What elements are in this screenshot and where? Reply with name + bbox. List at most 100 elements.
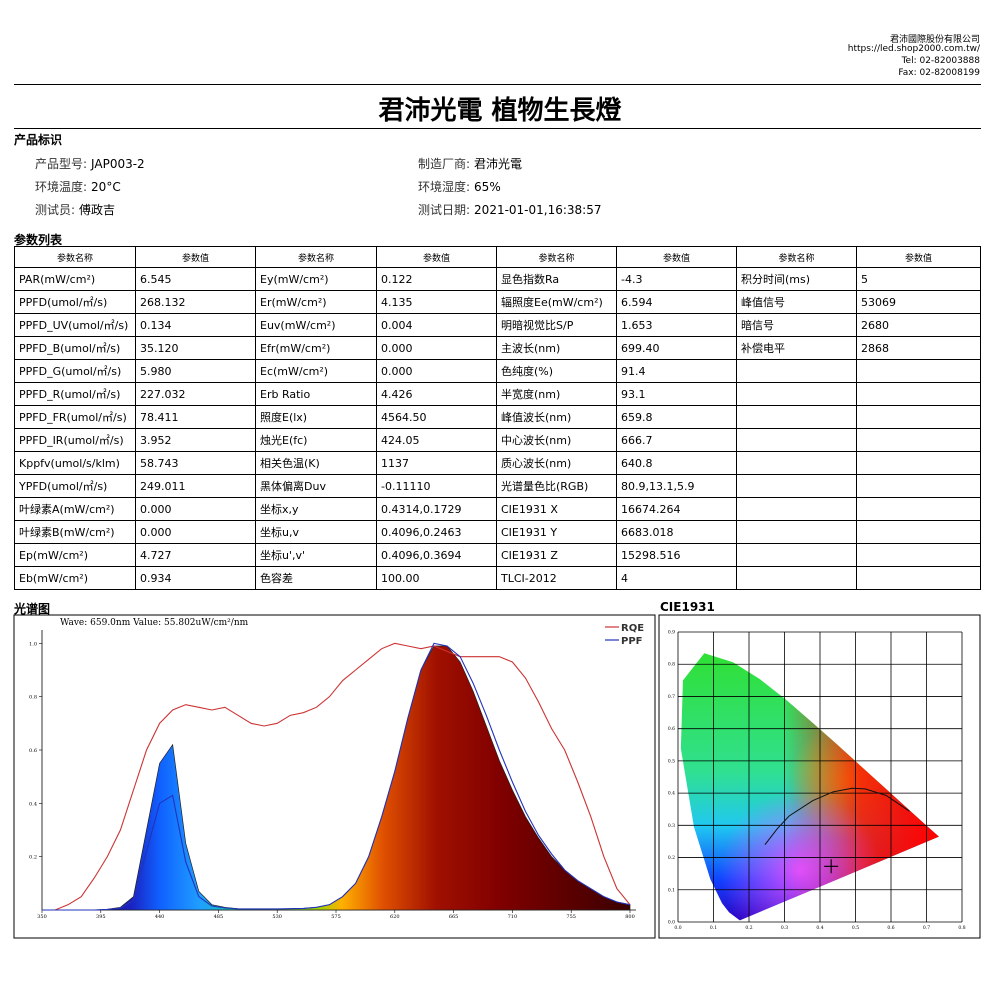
x-tick-label: 0.3 [781, 925, 788, 931]
cell: 15298.516 [616, 543, 737, 567]
row: Ep(mW/cm²) 4.727 坐标u',v' 0.4096,0.3694 CIE19… [14, 543, 981, 567]
cell: 补偿电平 [736, 336, 857, 360]
y-tick-label: 0.6 [29, 748, 37, 754]
cell: 659.8 [616, 405, 737, 429]
empty-cell [736, 474, 857, 498]
cell: -0.11110 [376, 474, 497, 498]
empty-cell [856, 497, 981, 521]
empty-cell [856, 474, 981, 498]
cell: Er(mW/cm²) [255, 290, 377, 314]
x-tick-label: 350 [37, 914, 47, 920]
cell: PPFD_UV(umol/㎡/s) [14, 313, 136, 337]
cell: 0.000 [135, 497, 256, 521]
cell: -4.3 [616, 267, 737, 291]
cell: 5.980 [135, 359, 256, 383]
cell: 249.011 [135, 474, 256, 498]
gamut [680, 653, 939, 921]
cell: 58.743 [135, 451, 256, 475]
cell: 烛光E(fc) [255, 428, 377, 452]
chart-title: 光谱图 [14, 602, 51, 616]
field-label: 环境温度: [35, 180, 88, 194]
y-tick-label: 0.8 [668, 662, 675, 668]
y-tick-label: 0.2 [668, 855, 675, 861]
empty-cell [856, 520, 981, 544]
cell: 峰值波长(nm) [496, 405, 617, 429]
cell: Kppfv(umol/s/klm) [14, 451, 136, 475]
y-tick-label: 0.5 [668, 758, 675, 764]
row: PPFD_R(umol/㎡/s) 227.032 Erb Ratio 4.426 半宽度… [14, 382, 981, 406]
cell: 640.8 [616, 451, 737, 475]
empty-cell [856, 428, 981, 452]
x-tick-label: 530 [272, 914, 282, 920]
cell: 黑体偏离Duv [255, 474, 377, 498]
cell: Eb(mW/cm²) [14, 566, 136, 590]
cell: 坐标u,v [255, 520, 377, 544]
cell: 16674.264 [616, 497, 737, 521]
x-tick-label: 710 [508, 914, 518, 920]
cell: 666.7 [616, 428, 737, 452]
empty-cell [856, 566, 981, 590]
cell: 0.000 [376, 336, 497, 360]
cell: 坐标x,y [255, 497, 377, 521]
field-label: 测试员: [35, 203, 76, 217]
cell: 268.132 [135, 290, 256, 314]
planckian-locus [764, 787, 910, 845]
cell: 0.4096,0.3694 [376, 543, 497, 567]
cell: 坐标u',v' [255, 543, 377, 567]
cell: 照度E(lx) [255, 405, 377, 429]
x-tick-label: 0.0 [674, 925, 681, 931]
row: PPFD_UV(umol/㎡/s) 0.134 Euv(mW/cm²) 0.004 明暗… [14, 313, 981, 337]
field-label: 测试日期: [418, 203, 471, 217]
cell: Ec(mW/cm²) [255, 359, 377, 383]
cell: 2680 [856, 313, 981, 337]
cell: 主波长(nm) [496, 336, 617, 360]
x-tick-label: 0.1 [710, 925, 717, 931]
cell: 峰值信号 [736, 290, 857, 314]
row: 叶绿素B(mW/cm²) 0.000 坐标u,v 0.4096,0.2463 CIE19… [14, 520, 981, 544]
y-tick-label: 0.2 [29, 855, 37, 861]
y-tick-label: 0.4 [29, 801, 37, 807]
y-tick-label: 0.4 [668, 791, 675, 797]
cell: 53069 [856, 290, 981, 314]
cell: Ey(mW/cm²) [255, 267, 377, 291]
header-cell: 参数名称 [14, 246, 136, 268]
x-tick-label: 0.5 [852, 925, 859, 931]
header-cell: 参数名称 [255, 246, 377, 268]
x-tick-label: 0.4 [816, 925, 823, 931]
cell: 80.9,13.1,5.9 [616, 474, 737, 498]
section-title: 产品标识 [14, 133, 63, 147]
cell: 424.05 [376, 428, 497, 452]
cell: 相关色温(K) [255, 451, 377, 475]
cell: Euv(mW/cm²) [255, 313, 377, 337]
cell: 4.727 [135, 543, 256, 567]
cell: 色容差 [255, 566, 377, 590]
field-value: 君沛光電 [474, 157, 523, 171]
x-tick-label: 0.6 [887, 925, 894, 931]
cell: 0.4314,0.1729 [376, 497, 497, 521]
cell: 0.004 [376, 313, 497, 337]
x-tick-label: 0.2 [745, 925, 752, 931]
field: 测试日期: 2021-01-01,16:38:57 [418, 201, 602, 218]
cell: 光谱量色比(RGB) [496, 474, 617, 498]
cell: 5 [856, 267, 981, 291]
empty-cell [736, 520, 857, 544]
tel: Tel: 02-82003888 [901, 56, 980, 66]
row: Eb(mW/cm²) 0.934 色容差 100.00 TLCI-2012 4 [14, 566, 981, 590]
cell: 暗信号 [736, 313, 857, 337]
field-label: 环境湿度: [418, 180, 471, 194]
cell: 100.00 [376, 566, 497, 590]
field: 测试员: 傅政吉 [35, 201, 115, 218]
cell: 0.4096,0.2463 [376, 520, 497, 544]
header-cell: 参数值 [856, 246, 981, 268]
field-value: 20°C [91, 180, 121, 194]
cell: PAR(mW/cm²) [14, 267, 136, 291]
cell: Efr(mW/cm²) [255, 336, 377, 360]
cell: 4.135 [376, 290, 497, 314]
cell: PPFD_IR(umol/㎡/s) [14, 428, 136, 452]
field-label: 产品型号: [35, 157, 88, 171]
y-tick-label: 0.7 [668, 694, 675, 700]
cell: 93.1 [616, 382, 737, 406]
section-title: 参数列表 [14, 233, 63, 247]
cell: CIE1931 X [496, 497, 617, 521]
